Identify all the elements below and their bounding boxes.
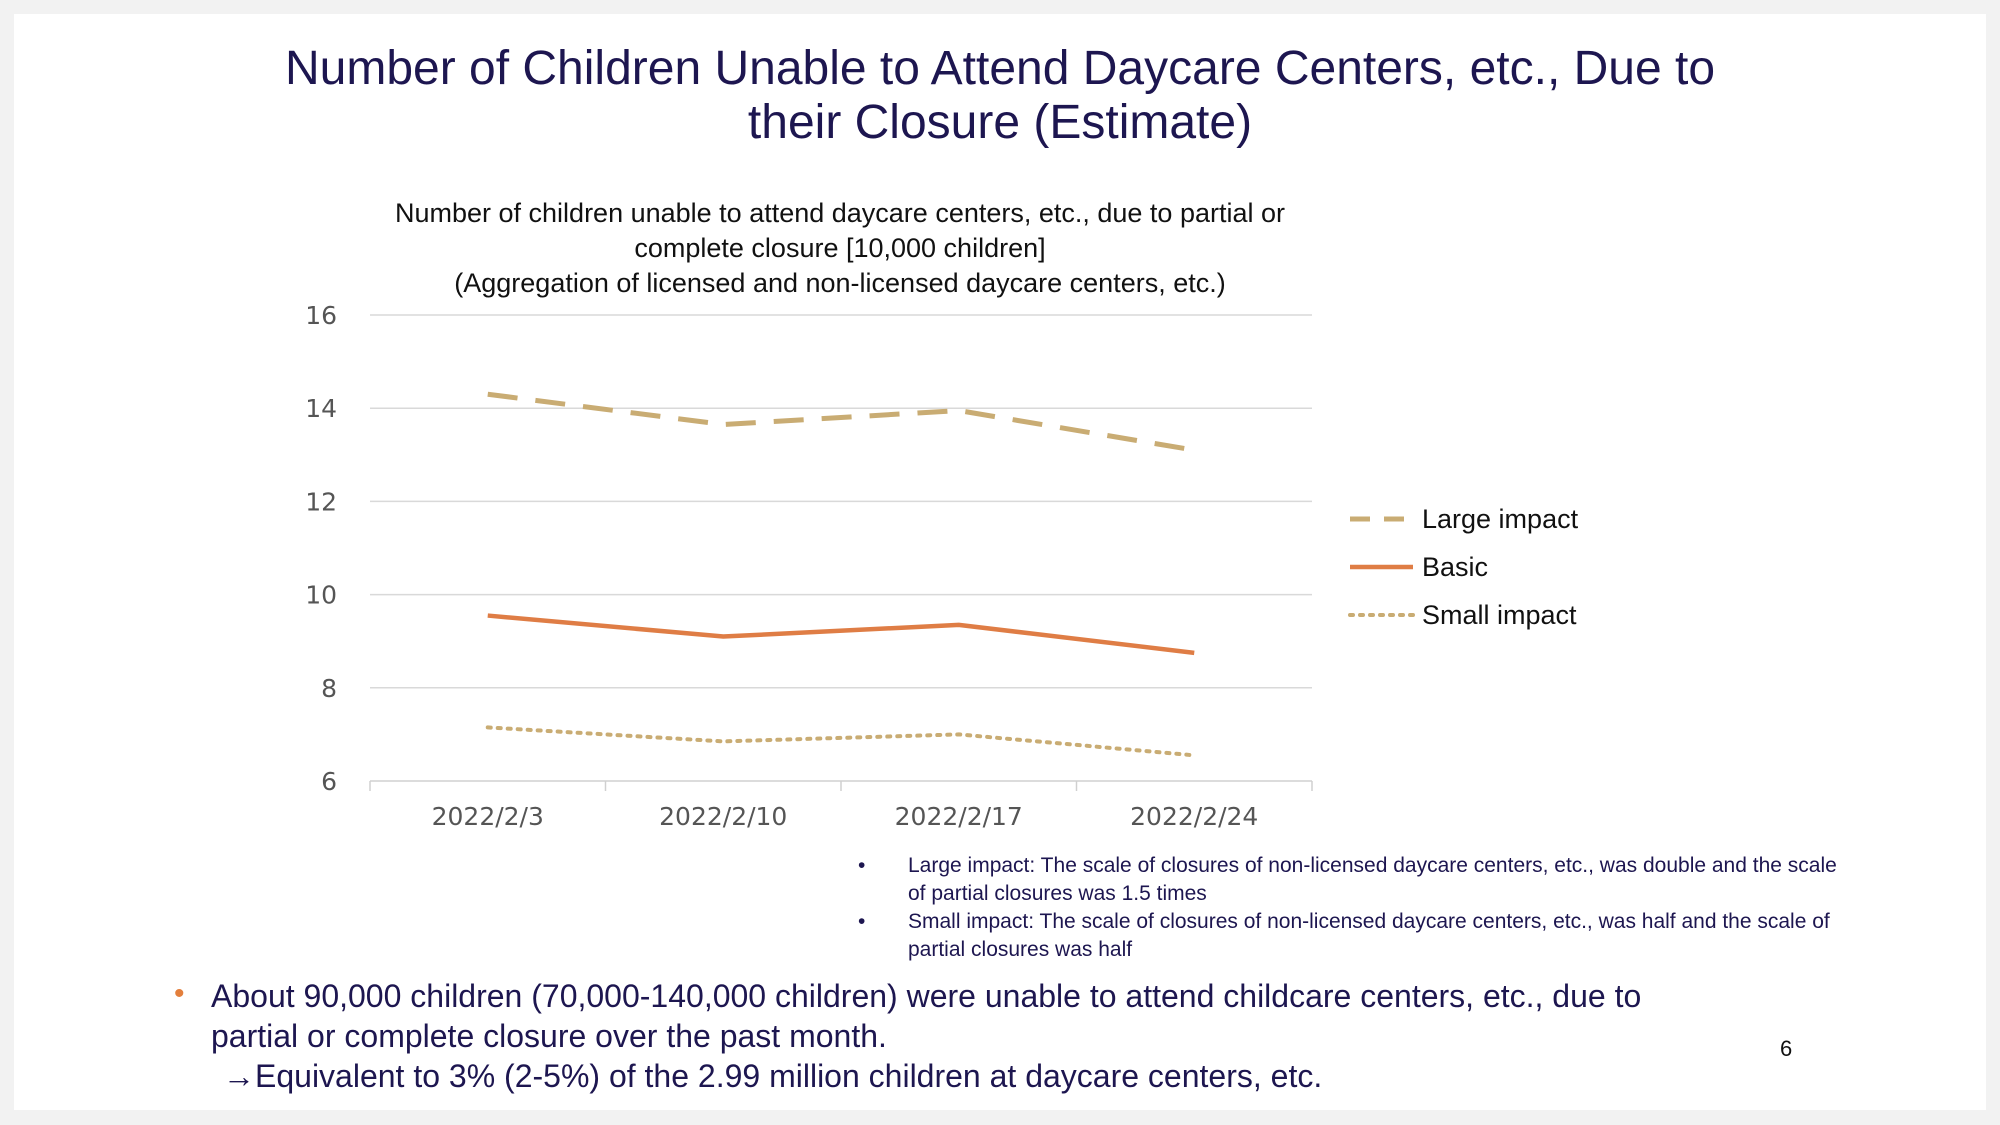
summary-line-1: About 90,000 children (70,000-140,000 ch… [211, 978, 1642, 1014]
summary-line-2: partial or complete closure over the pas… [211, 1018, 887, 1054]
y-tick-label: 10 [305, 581, 337, 610]
slide-title-line-2: their Closure (Estimate) [747, 96, 1253, 149]
footnote-line: Small impact: The scale of closures of n… [908, 910, 1830, 933]
series-line-small-impact [485, 725, 1197, 758]
y-tick-label: 12 [305, 487, 337, 516]
slide [14, 14, 1986, 1110]
y-tick-label: 6 [321, 767, 337, 796]
gridlines [370, 314, 1312, 689]
legend: Large impact Basic Small impact [1348, 504, 1579, 630]
y-tick-label: 8 [321, 674, 337, 703]
series-line-large-impact [487, 391, 1195, 453]
axes: 6 8 10 12 14 16 2022/2/3 2022/2/10 2022/2/17 2022… [305, 301, 1313, 831]
summary-line-3: →Equivalent to 3% (2-5%) of the 2.99 mil… [223, 1058, 1323, 1094]
legend-label: Basic [1422, 552, 1488, 582]
footnote-line: of partial closures was 1.5 times [908, 882, 1207, 905]
footnote-small-impact: • Small impact: The scale of closures of… [856, 908, 1956, 964]
x-tick-label: 2022/2/3 [432, 802, 544, 831]
x-tick-label: 2022/2/10 [659, 802, 787, 831]
y-tick-label: 14 [305, 394, 337, 423]
footnote-large-impact: • Large impact: The scale of closures of… [856, 852, 1956, 908]
footnote-bullet: • [858, 910, 866, 933]
legend-label: Large impact [1422, 504, 1579, 534]
slide-title-line-1: Number of Children Unable to Attend Dayc… [284, 42, 1716, 95]
footnote-line: Large impact: The scale of closures of n… [908, 854, 1837, 877]
chart-title: Number of children unable to attend dayc… [340, 196, 1340, 301]
series-line-basic [487, 613, 1195, 656]
footnote-bullet: • [858, 854, 866, 877]
footnote-line: partial closures was half [908, 938, 1133, 961]
x-tick-label: 2022/2/17 [895, 802, 1023, 831]
chart-title-line-1: Number of children unable to attend dayc… [394, 198, 1285, 228]
x-tick-label: 2022/2/24 [1130, 802, 1258, 831]
summary-bullet: • [174, 977, 185, 1010]
summary-text: • About 90,000 children (70,000-140,000 … [168, 976, 1768, 1096]
series-lines [485, 391, 1197, 758]
page-number: 6 [1780, 1036, 1793, 1061]
legend-label: Small impact [1422, 600, 1577, 630]
y-tick-label: 16 [305, 301, 337, 330]
slide-title: Number of Children Unable to Attend Dayc… [0, 42, 2000, 150]
footnotes: • Large impact: The scale of closures of… [856, 852, 1956, 964]
chart-title-line-2: complete closure [10,000 children] [634, 233, 1046, 263]
chart-title-line-3: (Aggregation of licensed and non-license… [454, 268, 1226, 298]
